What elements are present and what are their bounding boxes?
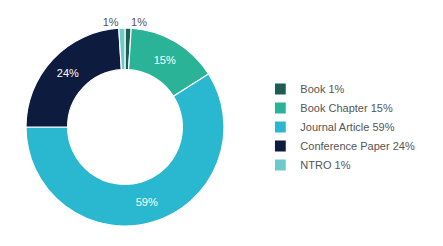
svg-text:59%: 59% <box>136 196 158 208</box>
svg-text:NTRO 1%: NTRO 1% <box>300 159 350 171</box>
svg-text:Book Chapter 15%: Book Chapter 15% <box>300 102 393 114</box>
svg-text:Book 1%: Book 1% <box>300 83 344 95</box>
svg-text:1%: 1% <box>103 16 119 28</box>
svg-text:15%: 15% <box>154 54 176 66</box>
svg-text:Conference Paper 24%: Conference Paper 24% <box>300 140 415 152</box>
svg-text:1%: 1% <box>131 16 147 28</box>
svg-text:24%: 24% <box>57 67 79 79</box>
svg-text:Journal Article 59%: Journal Article 59% <box>300 121 394 133</box>
